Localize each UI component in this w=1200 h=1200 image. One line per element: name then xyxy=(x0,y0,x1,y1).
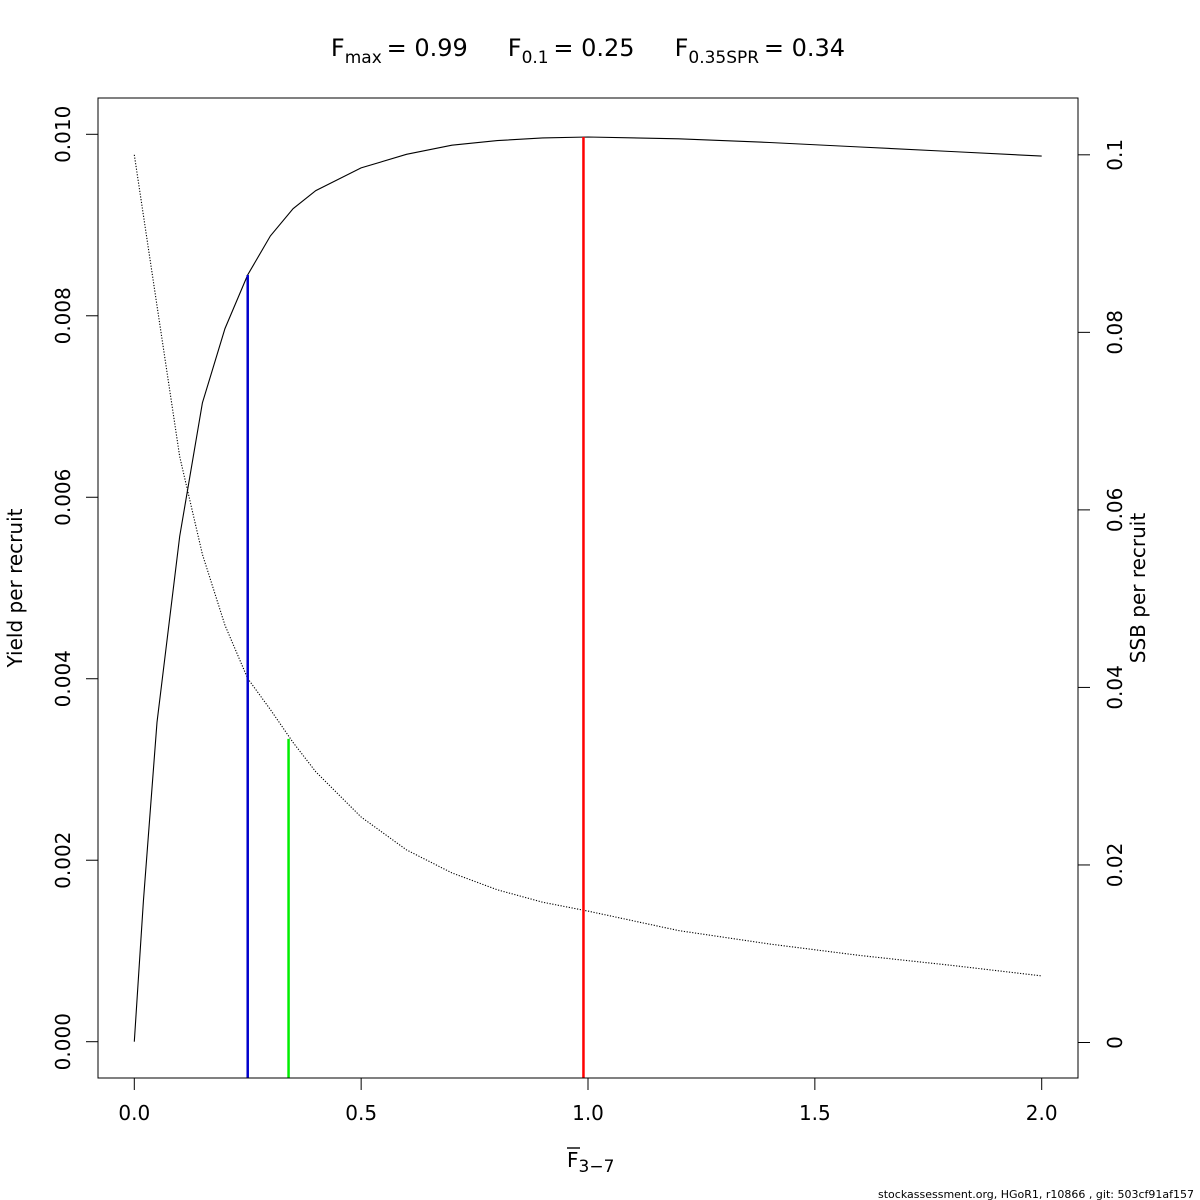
y-right-tick-label: 0.08 xyxy=(1103,310,1127,355)
x-tick-label: 1.0 xyxy=(572,1101,604,1125)
x-tick-label: 1.5 xyxy=(799,1101,831,1125)
plot-frame xyxy=(97,97,1079,1079)
curves-layer xyxy=(133,136,1042,1042)
title-ref-2-symbol: F xyxy=(675,34,689,62)
series-0-line xyxy=(133,136,1042,1042)
y-axis-left: 0.000 0.002 0.004 0.006 0.008 0.010 xyxy=(51,106,99,1070)
x-axis-title-symbol: F xyxy=(567,1148,579,1172)
y-axis-right-title: SSB per recruit xyxy=(1126,513,1150,664)
y-left-tick-label: 0.002 xyxy=(51,832,75,889)
x-tick-label: 0.0 xyxy=(118,1101,150,1125)
title-ref-1-subscript: 0.1 xyxy=(522,48,549,68)
reference-lines-layer xyxy=(246,137,585,1078)
footer-note: stockassessment.org, HGoR1, r10866 , git… xyxy=(878,1188,1194,1200)
x-axis: 0.0 0.5 1.0 1.5 2.0 xyxy=(118,1077,1058,1125)
y-left-tick-label: 0.006 xyxy=(51,469,75,526)
x-tick-label: 0.5 xyxy=(345,1101,377,1125)
title-ref-0-symbol: F xyxy=(331,34,345,62)
x-axis-title: F3−7 xyxy=(567,1147,614,1177)
x-axis-title-subscript: 3−7 xyxy=(579,1157,615,1177)
y-axis-left-title: Yield per recruit xyxy=(3,508,27,668)
title-ref-0-subscript: max xyxy=(345,48,382,68)
title-ref-1-value: = 0.25 xyxy=(549,34,635,62)
x-axis-title-text: F3−7 xyxy=(567,1148,614,1177)
y-left-tick-label: 0.000 xyxy=(51,1013,75,1070)
title-ref-1-symbol: F xyxy=(508,34,522,62)
title-ref-2-subscript: 0.35SPR xyxy=(688,48,759,68)
y-left-tick-label: 0.010 xyxy=(51,106,75,163)
y-right-tick-label: 0.06 xyxy=(1103,488,1127,533)
y-left-tick-label: 0.008 xyxy=(51,287,75,344)
y-axis-right: 0 0.02 0.04 0.06 0.08 0.1 xyxy=(1077,139,1127,1049)
x-tick-label: 2.0 xyxy=(1026,1101,1058,1125)
y-right-tick-label: 0.1 xyxy=(1103,139,1127,171)
y-left-tick-label: 0.004 xyxy=(51,650,75,707)
title-ref-2-value: = 0.34 xyxy=(759,34,845,62)
y-right-tick-label: 0.04 xyxy=(1103,665,1127,710)
series-1-line xyxy=(133,154,1042,977)
chart-title: Fmax = 0.99 F0.1 = 0.25 F0.35SPR = 0.34 xyxy=(331,34,845,68)
y-right-tick-label: 0.02 xyxy=(1103,843,1127,888)
y-right-tick-label: 0 xyxy=(1103,1036,1127,1049)
title-ref-0-value: = 0.99 xyxy=(382,34,468,62)
